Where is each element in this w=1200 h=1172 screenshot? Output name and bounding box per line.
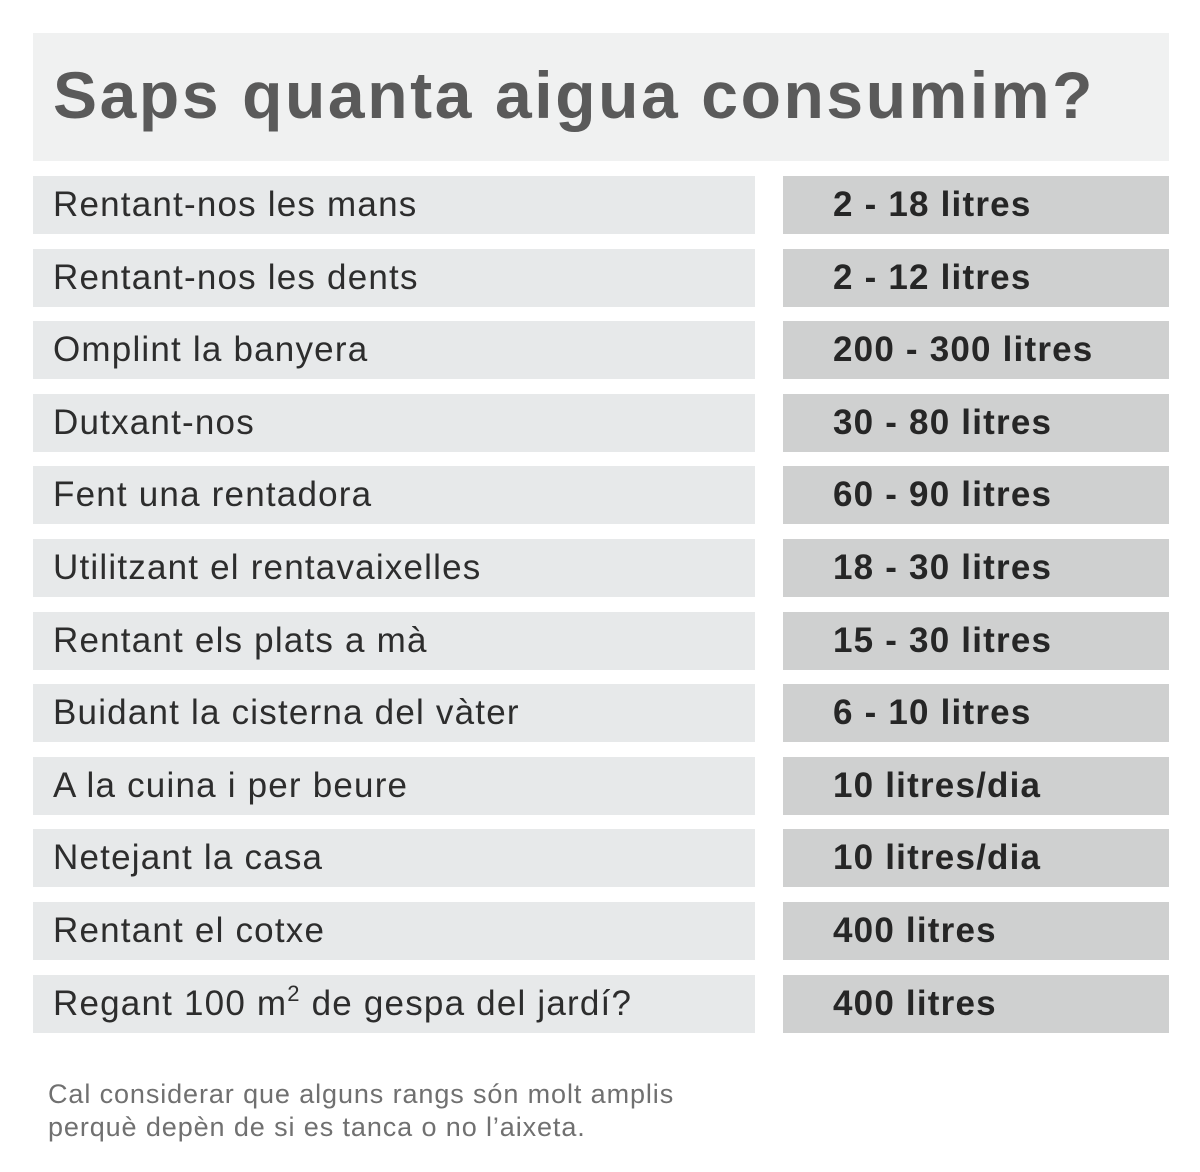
table-row: Omplint la banyera 200 - 300 litres bbox=[33, 321, 1169, 380]
activity-cell: Rentant-nos les mans bbox=[33, 176, 755, 234]
table-row: Fent una rentadora 60 - 90 litres bbox=[33, 466, 1169, 525]
water-usage-table: Rentant-nos les mans 2 - 18 litres Renta… bbox=[33, 176, 1169, 1047]
activity-cell: Fent una rentadora bbox=[33, 466, 755, 525]
table-row: A la cuina i per beure 10 litres/dia bbox=[33, 756, 1169, 815]
amount-cell: 30 - 80 litres bbox=[783, 393, 1169, 452]
amount-cell: 400 litres bbox=[783, 974, 1169, 1033]
amount-cell: 200 - 300 litres bbox=[783, 321, 1169, 380]
table-row: Rentant el cotxe 400 litres bbox=[33, 901, 1169, 960]
activity-cell: A la cuina i per beure bbox=[33, 756, 755, 815]
amount-cell: 60 - 90 litres bbox=[783, 466, 1169, 525]
amount-cell: 10 litres/dia bbox=[783, 756, 1169, 815]
activity-text: de gespa del jardí? bbox=[300, 983, 633, 1023]
activity-cell: Rentant el cotxe bbox=[33, 901, 755, 960]
activity-cell: Omplint la banyera bbox=[33, 321, 755, 380]
title-banner: Saps quanta aigua consumim? bbox=[33, 33, 1169, 161]
amount-cell: 400 litres bbox=[783, 901, 1169, 960]
activity-cell: Netejant la casa bbox=[33, 829, 755, 888]
amount-cell: 10 litres/dia bbox=[783, 829, 1169, 888]
activity-text: Regant 100 m bbox=[53, 983, 288, 1023]
amount-cell: 2 - 12 litres bbox=[783, 248, 1169, 307]
amount-cell: 2 - 18 litres bbox=[783, 176, 1169, 234]
table-row: Rentant els plats a mà 15 - 30 litres bbox=[33, 611, 1169, 670]
table-row: Rentant-nos les mans 2 - 18 litres bbox=[33, 176, 1169, 234]
footnote-line: perquè depèn de si es tanca o no l’aixet… bbox=[48, 1112, 586, 1142]
activity-cell: Rentant els plats a mà bbox=[33, 611, 755, 670]
table-row: Rentant-nos les dents 2 - 12 litres bbox=[33, 248, 1169, 307]
page-title: Saps quanta aigua consumim? bbox=[53, 58, 1096, 132]
table-row: Regant 100 m2 de gespa del jardí? 400 li… bbox=[33, 974, 1169, 1033]
footnote: Cal considerar que alguns rangs són molt… bbox=[48, 1078, 848, 1144]
activity-cell: Dutxant-nos bbox=[33, 393, 755, 452]
footnote-line: Cal considerar que alguns rangs són molt… bbox=[48, 1079, 675, 1109]
table-row: Utilitzant el rentavaixelles 18 - 30 lit… bbox=[33, 538, 1169, 597]
amount-cell: 6 - 10 litres bbox=[783, 684, 1169, 743]
amount-cell: 15 - 30 litres bbox=[783, 611, 1169, 670]
table-row: Dutxant-nos 30 - 80 litres bbox=[33, 393, 1169, 452]
superscript-exponent: 2 bbox=[287, 980, 301, 1006]
table-row: Netejant la casa 10 litres/dia bbox=[33, 829, 1169, 888]
table-row: Buidant la cisterna del vàter 6 - 10 lit… bbox=[33, 684, 1169, 743]
activity-cell: Utilitzant el rentavaixelles bbox=[33, 538, 755, 597]
activity-cell: Rentant-nos les dents bbox=[33, 248, 755, 307]
activity-cell: Buidant la cisterna del vàter bbox=[33, 684, 755, 743]
activity-cell: Regant 100 m2 de gespa del jardí? bbox=[33, 974, 755, 1033]
amount-cell: 18 - 30 litres bbox=[783, 538, 1169, 597]
